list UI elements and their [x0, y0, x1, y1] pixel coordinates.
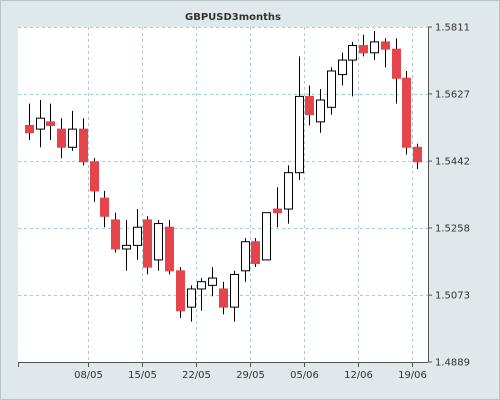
candle [68, 110, 77, 151]
candle [90, 158, 99, 202]
y-tick-label: 1.5811 [435, 23, 470, 34]
candle [165, 219, 174, 275]
x-tick-label: 08/05 [74, 370, 103, 381]
candle-body [305, 95, 314, 116]
candle-body [219, 288, 228, 308]
candle [316, 89, 325, 133]
candle [187, 285, 196, 322]
candle [25, 103, 34, 140]
candle-body [187, 288, 196, 308]
candle-body [25, 124, 34, 134]
candle [305, 85, 314, 126]
candle-body [111, 219, 120, 250]
candle [100, 190, 109, 228]
x-tick-label: 22/05 [182, 370, 211, 381]
candle [284, 165, 293, 224]
candle-body [359, 45, 368, 54]
candle [122, 219, 131, 271]
axes [18, 27, 429, 363]
candle [402, 70, 411, 155]
candle [36, 100, 45, 148]
candle-body [90, 161, 99, 192]
candle-body [402, 77, 411, 148]
candle-body [295, 95, 304, 174]
candle-body [176, 270, 185, 312]
candle-body [370, 41, 379, 54]
y-tick-label: 1.5442 [435, 157, 470, 168]
candle-body [208, 277, 217, 286]
candle-body [348, 45, 357, 61]
candle [327, 67, 336, 115]
candle-body [230, 273, 239, 308]
candle [57, 118, 66, 159]
candle-body [381, 41, 390, 50]
y-axis-ticks: 1.4889 1.5073 1.5258 1.5442 1.5627 1.5811 [428, 23, 470, 369]
candle [251, 238, 260, 268]
candle [392, 38, 401, 104]
x-tick-label: 29/05 [236, 370, 265, 381]
candle [46, 103, 55, 140]
candle-body [79, 128, 88, 163]
x-axis-ticks: 08/05 15/05 22/05 29/05 05/06 12/06 19/06 [18, 362, 427, 381]
candle [262, 212, 271, 261]
candle [219, 281, 228, 315]
y-tick-label: 1.5073 [435, 291, 470, 302]
x-tick-label: 05/06 [290, 370, 319, 381]
y-tick-label: 1.5258 [435, 223, 470, 234]
candle-body [36, 117, 45, 130]
candle [111, 212, 120, 253]
candle [359, 34, 368, 57]
candle [273, 187, 282, 228]
candle [370, 30, 379, 61]
candle-body [251, 241, 260, 265]
candle-body [133, 226, 142, 246]
candle [381, 38, 390, 68]
candle [143, 216, 152, 275]
x-tick-label: 19/06 [398, 370, 427, 381]
y-tick-label: 1.5627 [435, 89, 470, 100]
candles [25, 30, 422, 322]
candle-body [165, 226, 174, 272]
candle [348, 41, 357, 97]
candle [197, 278, 206, 311]
candle-body [100, 197, 109, 217]
candle [133, 209, 142, 260]
candle [241, 238, 250, 282]
candle-body [68, 128, 77, 148]
candle [338, 52, 347, 86]
candle-body [338, 59, 347, 76]
candle-body [316, 99, 325, 123]
candle-body [413, 146, 422, 163]
candle [230, 270, 239, 322]
y-tick-label: 1.4889 [435, 358, 470, 369]
candle-body [143, 219, 152, 268]
candle [79, 118, 88, 166]
candle [295, 56, 304, 180]
x-tick-label: 15/05 [128, 370, 157, 381]
x-tick-label: 12/06 [344, 370, 373, 381]
chart-title: GBPUSD3months [185, 12, 281, 23]
candle-body [392, 48, 401, 79]
candle-body [273, 208, 282, 214]
candle [208, 267, 217, 297]
candle-body [284, 172, 293, 210]
candle-body [154, 223, 163, 261]
candle-body [46, 121, 55, 126]
candle-body [327, 70, 336, 108]
candle-body [57, 128, 66, 148]
candle-body [241, 241, 250, 272]
candle [154, 219, 163, 271]
candle-body [122, 244, 131, 250]
candle [413, 143, 422, 170]
candle-body [197, 281, 206, 290]
candle [176, 267, 185, 319]
candle-body [262, 212, 271, 261]
